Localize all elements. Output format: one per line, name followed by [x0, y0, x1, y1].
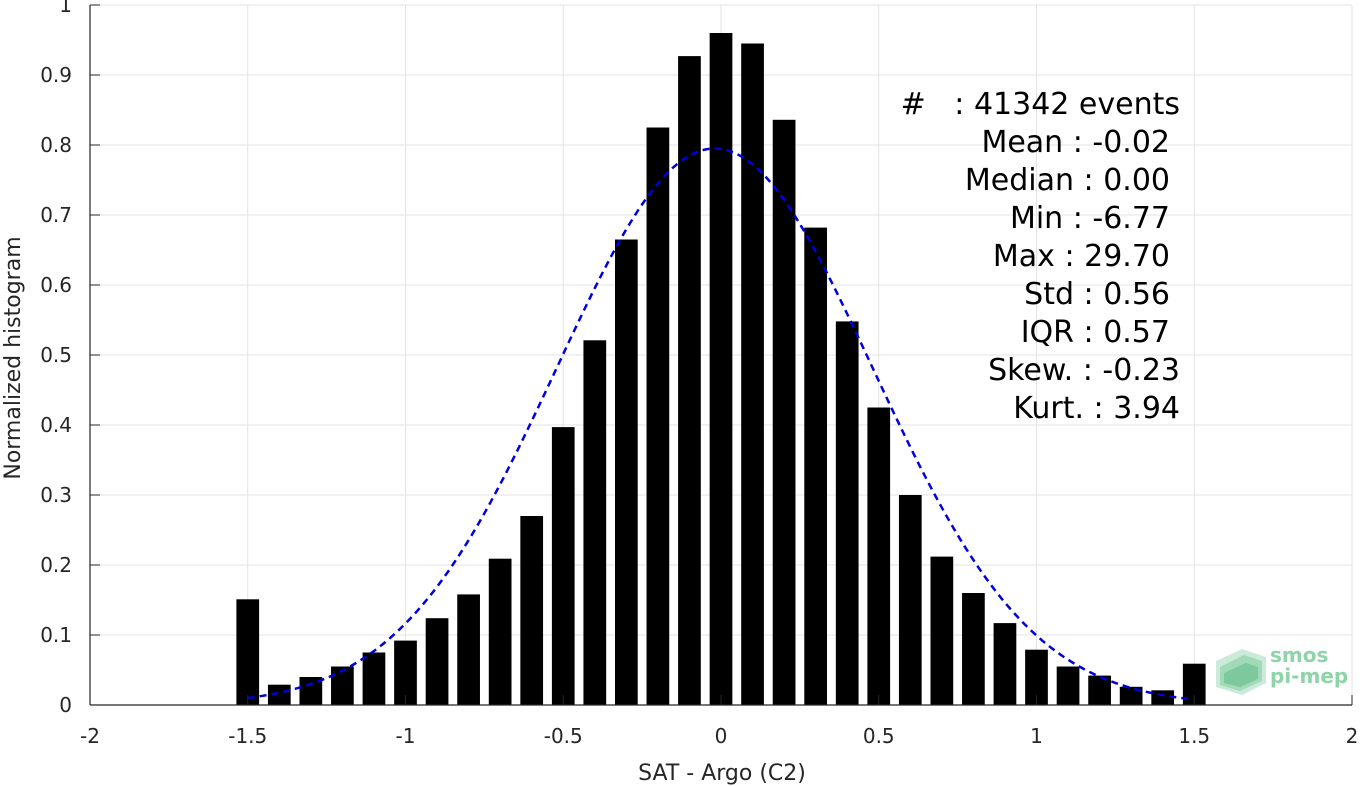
- histogram-bar: [804, 227, 828, 705]
- histogram-bar: [772, 119, 796, 706]
- y-tick-label: 1: [59, 0, 72, 17]
- x-tick-label: 1: [1030, 724, 1043, 748]
- y-tick-label: 0: [59, 693, 72, 717]
- logo-line1: smos: [1270, 643, 1329, 667]
- y-tick-label: 0.8: [40, 133, 72, 157]
- histogram-bar: [520, 516, 544, 705]
- y-tick-label: 0.5: [40, 343, 72, 367]
- x-tick-label: 1.5: [1178, 724, 1210, 748]
- logo-line2: pi-mep: [1270, 664, 1349, 688]
- x-axis-label: SAT - Argo (C2): [638, 761, 806, 786]
- x-tick-label: 2: [1346, 724, 1359, 748]
- histogram-bar: [646, 127, 670, 705]
- histogram-bar: [551, 427, 575, 705]
- histogram-bar: [583, 340, 607, 705]
- histogram-bar: [614, 239, 638, 705]
- smos-pimep-logo: smos pi-mep: [1212, 643, 1352, 699]
- histogram-bar: [1056, 666, 1080, 705]
- histogram-bar: [488, 558, 512, 705]
- histogram-bar: [867, 407, 891, 705]
- stat-skew: Skew. : -0.23: [988, 353, 1180, 388]
- histogram-bar: [1151, 690, 1175, 705]
- stat-iqr: IQR : 0.57: [1020, 315, 1170, 350]
- x-tick-label: -0.5: [544, 724, 583, 748]
- histogram-bar: [299, 677, 323, 705]
- x-tick-label: -1.5: [228, 724, 267, 748]
- histogram-bar: [394, 640, 417, 705]
- statistics-panel: # : 41342 events Mean : -0.02 Median : 0…: [901, 86, 1180, 428]
- y-tick-label: 0.7: [40, 203, 72, 227]
- smos-pimep-logo-icon: [1216, 649, 1266, 695]
- x-tick-label: 0.5: [863, 724, 895, 748]
- y-axis-label: Normalized histogram: [1, 236, 26, 479]
- stat-min: Min : -6.77: [1009, 201, 1170, 236]
- x-tick-label: 0: [715, 724, 728, 748]
- stat-median: Median : 0.00: [964, 163, 1170, 198]
- logo-text: smos pi-mep: [1270, 645, 1348, 687]
- y-tick-label: 0.9: [40, 63, 72, 87]
- y-tick-label: 0.6: [40, 273, 72, 297]
- histogram-bar: [425, 618, 449, 705]
- histogram-bar: [236, 599, 260, 705]
- histogram-bar: [1182, 663, 1206, 705]
- stat-kurt: Kurt. : 3.94: [1013, 391, 1180, 426]
- stat-max: Max : 29.70: [992, 239, 1170, 274]
- histogram-bar: [457, 594, 480, 705]
- histogram-bar: [993, 623, 1017, 705]
- histogram-bar: [1119, 686, 1143, 705]
- stat-mean: Mean : -0.02: [981, 125, 1170, 160]
- x-tick-label: -1: [396, 724, 416, 748]
- histogram-bars: [236, 33, 1206, 706]
- y-tick-label: 0.4: [40, 413, 72, 437]
- histogram-bar: [362, 652, 386, 705]
- histogram-bar: [962, 593, 985, 705]
- histogram-bar: [835, 321, 859, 705]
- histogram-bar: [1088, 675, 1111, 705]
- axes-frame: [89, 4, 1353, 706]
- y-tick-labels: 0 0.1 0.2 0.3 0.4 0.5 0.6 0.7 0.8 0.9 1: [40, 0, 72, 717]
- gaussian-fit-curve: [247, 147, 1195, 701]
- x-tick-label: -2: [80, 724, 100, 748]
- stat-events: # : 41342 events: [900, 87, 1180, 122]
- histogram-bar: [898, 495, 922, 705]
- histogram-bar: [709, 33, 733, 705]
- stat-std: Std : 0.56: [1024, 277, 1170, 312]
- y-tick-label: 0.3: [40, 483, 72, 507]
- y-tick-label: 0.2: [40, 553, 72, 577]
- y-tick-label: 0.1: [40, 623, 72, 647]
- histogram-bar: [741, 43, 764, 705]
- histogram-bar: [930, 556, 954, 705]
- histogram-bar: [267, 684, 291, 705]
- histogram-bar: [1025, 649, 1048, 705]
- histogram-bar: [678, 56, 701, 706]
- histogram-bar: [331, 666, 354, 705]
- x-tick-labels: -2 -1.5 -1 -0.5 0 0.5 1 1.5 2: [80, 724, 1358, 748]
